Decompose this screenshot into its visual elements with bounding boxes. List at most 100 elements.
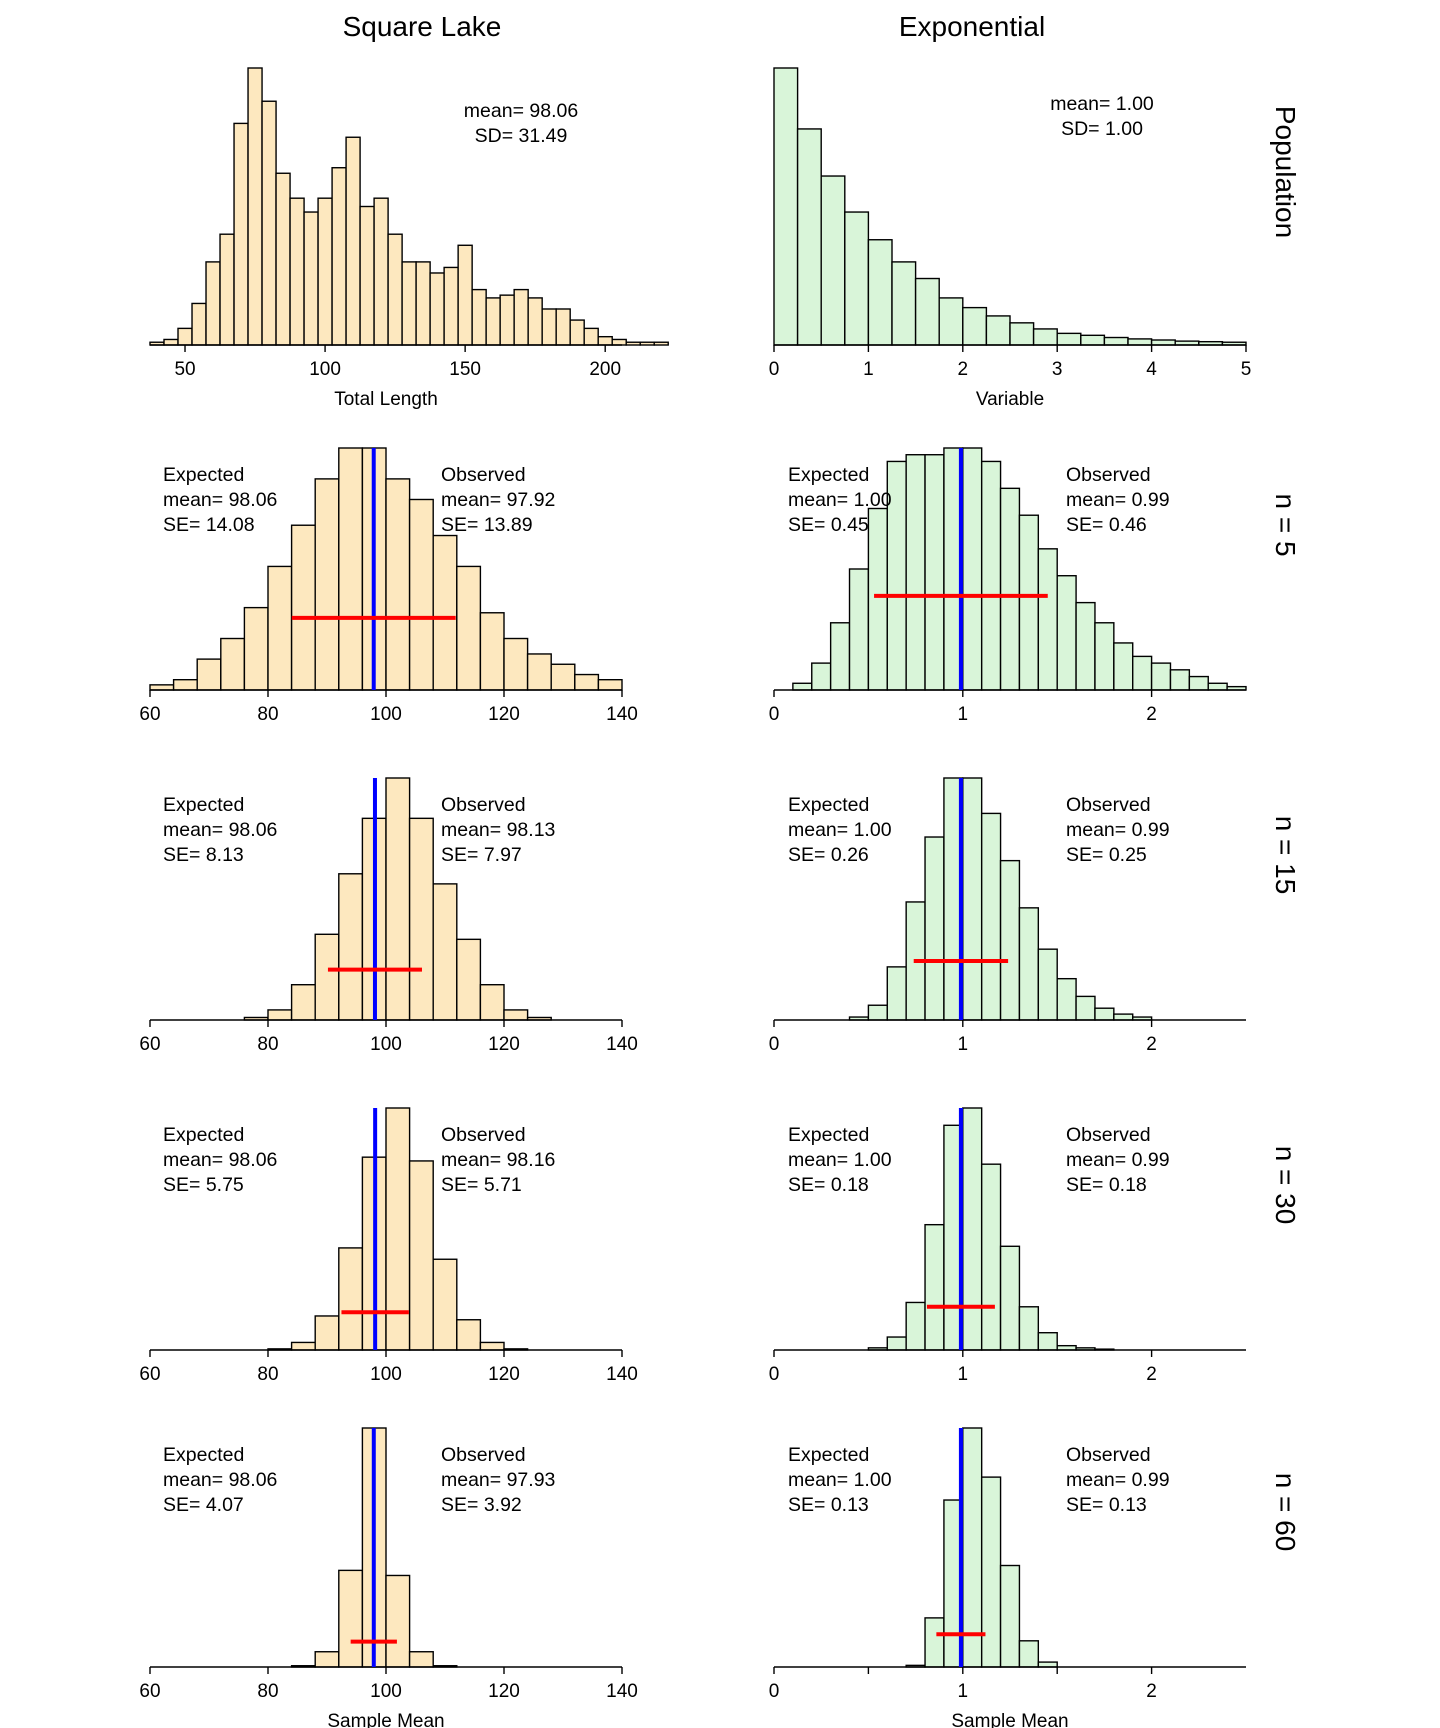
observed-stat: SE= 0.18 [1066,1174,1147,1196]
histogram-bar [962,306,988,346]
histogram-bar [408,1651,434,1668]
x-tick-label: 80 [257,1364,278,1385]
observed-stat: SE= 0.13 [1066,1494,1147,1516]
histogram-bar [401,261,417,346]
histogram-bar [331,167,347,346]
expected-stat: SE= 0.13 [788,1494,869,1516]
x-tick-label: 1 [863,359,874,380]
histogram-bar [387,233,403,346]
histogram-bar [980,1476,1002,1668]
x-tick-label: 140 [606,704,638,725]
expected-stat: SE= 14.08 [163,514,255,536]
histogram-bar [1207,682,1228,691]
histogram-bar [290,524,316,691]
x-tick-label: 0 [769,359,780,380]
panel-ex-pop: 0 1 2 3 4 5 Variable mean= 1.00 SD= 1.00 [769,67,1251,410]
histogram-bar [385,478,411,691]
histogram-bar [359,205,375,346]
expected-stat: Expected [788,1124,869,1146]
histogram-bar [639,341,655,346]
histogram-bar [479,612,505,691]
row-label-n15: n = 15 [1270,816,1301,895]
histogram-bar [848,568,870,691]
observed-stat: mean= 97.92 [441,489,555,511]
histogram-bar [597,335,613,346]
histogram-bar [924,454,945,691]
observed-stat: mean= 97.93 [441,1469,555,1491]
expected-stat: Expected [788,1444,869,1466]
row-label-n30: n = 30 [1270,1146,1301,1225]
histogram-bar [1080,334,1106,346]
histogram-bar [1113,642,1134,691]
histogram-bar [962,1427,983,1668]
x-tick-label: 120 [488,704,520,725]
histogram-bar [625,341,641,346]
histogram-bar [555,308,571,346]
histogram-bar [385,777,411,1021]
expected-stat: mean= 98.06 [163,1469,277,1491]
histogram-bar [456,1319,482,1351]
panel-sq-n60: 60 80 100 120 140 Sample Mean Expected mean= 98… [139,1427,638,1728]
histogram-bar [1103,336,1129,346]
x-tick-label: 2 [1146,1681,1157,1702]
x-tick-label: 60 [139,1364,160,1385]
observed-stat: SE= 0.25 [1066,844,1147,866]
x-tick-label: 80 [257,1681,278,1702]
histogram-bar [867,1004,888,1021]
panel-sq-n5: 60 80 100 120 140 Expected mean= 98.06 SE= 14.0… [139,447,638,725]
panel-ex-n5: 0 1 2 Expected mean= 1.00 SE= 0.45 Observed mea… [769,447,1247,725]
histogram-bar [432,1258,458,1351]
histogram-bar [811,662,832,691]
x-tick-label: 60 [139,1034,160,1055]
population-stat: mean= 98.06 [464,100,578,122]
histogram-bar [503,637,529,691]
histogram-bar [999,487,1021,691]
histogram-bar [773,67,799,346]
histogram-bar [163,338,179,346]
x-tick-label: 0 [769,1034,780,1055]
observed-stat: mean= 98.16 [441,1149,555,1171]
expected-stat: mean= 1.00 [788,1469,892,1491]
x-tick-label: 80 [257,704,278,725]
histogram-bar [1032,328,1058,346]
histogram-bar [1056,977,1077,1021]
histogram-bar [408,498,434,691]
x-tick-label: 1 [958,1681,969,1702]
histogram-bar [527,297,543,346]
histogram-bar [191,302,207,346]
panel-ex-n60: 0 1 2 Sample Mean Expected mean= 1.00 SE= 0.13… [769,1427,1246,1728]
x-axis-title: Sample Mean [951,1711,1068,1728]
expected-stat: Expected [788,464,869,486]
row-label-n5: n = 5 [1270,493,1301,556]
histogram-bar [220,637,246,691]
observed-stat: Observed [441,1124,526,1146]
histogram-bar [457,244,473,346]
histogram-bar [456,565,482,691]
histogram-bar [569,319,585,346]
expected-stat: SE= 5.75 [163,1174,244,1196]
histogram-bar [513,288,529,346]
observed-stat: SE= 5.71 [441,1174,522,1196]
expected-stat: SE= 0.18 [788,1174,869,1196]
histogram-bar [583,327,599,346]
x-tick-label: 120 [488,1034,520,1055]
histogram-bar [1132,655,1153,691]
x-tick-label: 60 [139,704,160,725]
population-stat: SD= 31.49 [475,125,568,147]
expected-stat: SE= 0.26 [788,844,869,866]
expected-stat: mean= 98.06 [163,489,277,511]
histogram-bar [1018,1640,1040,1668]
expected-stat: mean= 1.00 [788,489,892,511]
observed-stat: SE= 7.97 [441,844,522,866]
observed-stat: Observed [1066,1124,1151,1146]
histogram-bar [914,277,940,346]
expected-stat: SE= 4.07 [163,1494,244,1516]
histogram-bar [385,1574,411,1668]
histogram-bar [962,447,983,691]
x-tick-label: 1 [958,1034,969,1055]
histogram-bar [338,1247,364,1351]
x-tick-label: 2 [1146,1034,1157,1055]
histogram-bar [962,1107,983,1351]
histogram-bar [1075,995,1096,1021]
histogram-bar [867,239,893,346]
